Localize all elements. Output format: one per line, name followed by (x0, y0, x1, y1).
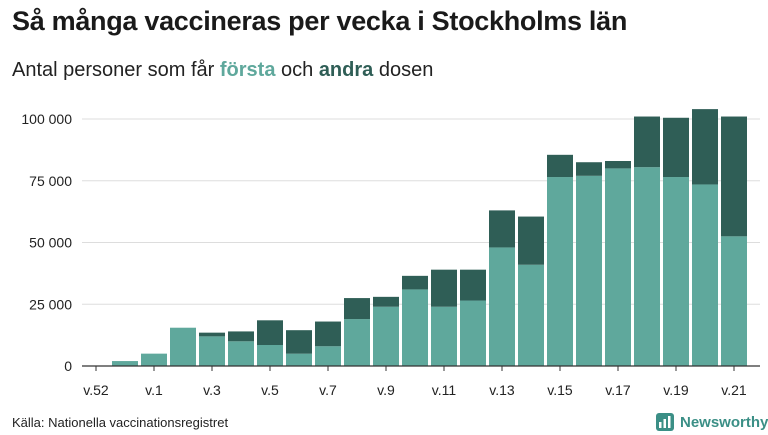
source-note: Källa: Nationella vaccinationsregistret (12, 415, 229, 430)
bar-first-dose (634, 167, 660, 366)
bar-first-dose (576, 175, 602, 366)
bar-second-dose (431, 269, 457, 307)
brand-name: Newsworthy (680, 413, 768, 431)
bar-first-dose (257, 345, 283, 366)
bar-first-dose (344, 319, 370, 366)
x-tick-label: v.7 (319, 382, 337, 398)
bar-second-dose (605, 160, 631, 169)
bar-first-dose (721, 236, 747, 366)
bar-second-dose (663, 117, 689, 178)
brand-logo: Newsworthy (656, 413, 768, 431)
x-tick-label: v.5 (261, 382, 279, 398)
x-tick-label: v.3 (203, 382, 221, 398)
bar-first-dose (663, 177, 689, 366)
bar-first-dose (373, 306, 399, 366)
bar-first-dose (489, 247, 515, 366)
x-tick-label: v.13 (489, 382, 515, 398)
bar-first-dose (112, 361, 138, 366)
bar-first-dose (692, 184, 718, 366)
x-axis-labels: v.52 v.1 v.3 v.5 v.7 v.9 v.11 v.13 v.15 v.17 v.19 v… (83, 366, 747, 398)
subtitle-text-end: dosen (373, 59, 434, 81)
y-axis-labels: 0 25 000 50 000 75 000 100 000 (21, 111, 72, 374)
bar-second-dose (634, 116, 660, 168)
bar-first-dose (460, 300, 486, 366)
bar-first-dose (141, 353, 167, 366)
bar-first-dose (315, 346, 341, 366)
subtitle-text-start: Antal personer som får (12, 59, 220, 81)
bar-second-dose (721, 116, 747, 237)
y-tick-label: 0 (64, 358, 72, 374)
y-tick-label: 50 000 (29, 235, 72, 251)
bar-second-dose (228, 331, 254, 342)
bar-second-dose (460, 269, 486, 301)
bar-first-dose (431, 306, 457, 366)
bar-first-dose (547, 177, 573, 366)
x-tick-label: v.11 (432, 382, 457, 398)
bar-second-dose (547, 154, 573, 178)
bar-second-dose (692, 109, 718, 185)
legend-first-dose: första (219, 59, 276, 81)
bar-second-dose (489, 210, 515, 248)
x-tick-label: v.15 (547, 382, 573, 398)
x-tick-label: v.9 (377, 382, 395, 398)
bar-second-dose (518, 216, 544, 265)
x-tick-label: v.21 (721, 382, 747, 398)
bar-first-dose (518, 264, 544, 366)
bar-first-dose (402, 289, 428, 366)
bar-second-dose (286, 330, 312, 354)
y-tick-label: 25 000 (29, 296, 72, 312)
bar-first-dose (605, 168, 631, 366)
chart-title: Så många vaccineras per vecka i Stockhol… (12, 6, 628, 36)
bar-second-dose (373, 296, 399, 307)
chart-subtitle: Antal personer som får första och andra … (12, 59, 433, 82)
y-tick-label: 75 000 (29, 173, 72, 189)
bar-second-dose (199, 332, 225, 337)
bars (112, 109, 747, 366)
y-tick-label: 100 000 (21, 111, 72, 127)
x-tick-label: v.19 (663, 382, 689, 398)
x-tick-label: v.1 (145, 382, 163, 398)
bar-second-dose (576, 162, 602, 176)
x-tick-label: v.52 (83, 382, 109, 398)
bar-first-dose (228, 341, 254, 366)
bar-second-dose (257, 320, 283, 346)
x-tick-label: v.17 (605, 382, 631, 398)
bar-chart-logo-icon (656, 413, 674, 431)
legend-second-dose: andra (318, 59, 374, 81)
bar-second-dose (344, 298, 370, 320)
bar-first-dose (286, 353, 312, 366)
bar-first-dose (170, 327, 196, 366)
bar-first-dose (199, 336, 225, 366)
bar-second-dose (315, 321, 341, 347)
subtitle-text-middle: och (275, 59, 319, 81)
bar-second-dose (402, 275, 428, 290)
